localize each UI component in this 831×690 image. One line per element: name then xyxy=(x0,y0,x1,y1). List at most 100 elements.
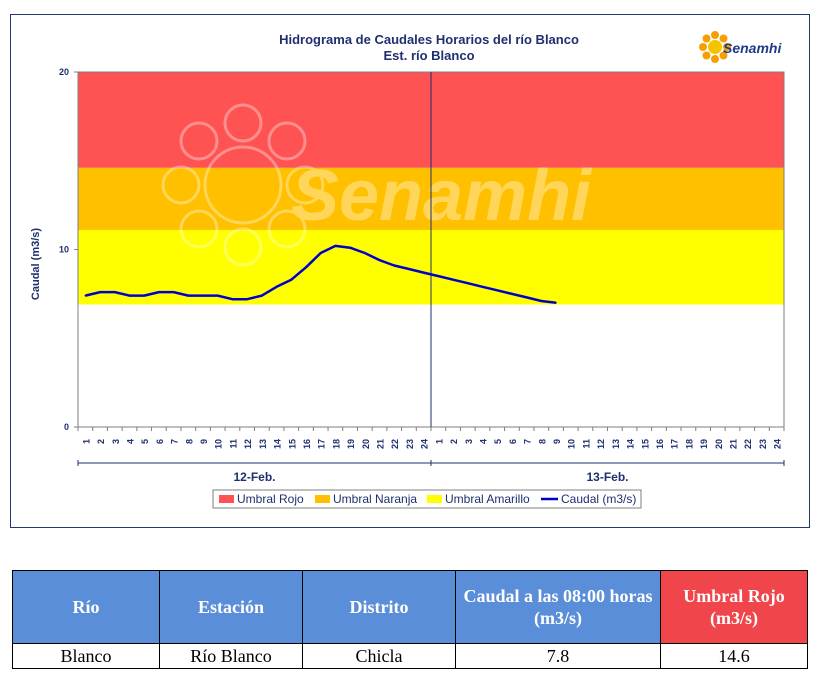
x-tick-label: 10 xyxy=(214,439,224,449)
y-tick-label: 20 xyxy=(59,67,69,77)
chart-subtitle: Est. río Blanco xyxy=(383,48,474,63)
data-point xyxy=(275,285,278,288)
x-tick-label: 17 xyxy=(317,439,327,449)
data-point xyxy=(290,278,293,281)
data-point xyxy=(555,301,557,304)
x-tick-label: 12 xyxy=(596,439,606,449)
x-tick-label: 6 xyxy=(508,439,518,444)
data-point xyxy=(305,266,307,269)
legend-label: Umbral Rojo xyxy=(237,492,304,506)
header-umbral-rojo: Umbral Rojo (m3/s) xyxy=(660,570,808,644)
y-axis-label: Caudal (m3/s) xyxy=(30,228,42,300)
date-axis: 12-Feb. 13-Feb. xyxy=(77,460,785,484)
data-point xyxy=(511,293,513,295)
table-header-row: Río Estación Distrito Caudal a las 08:00… xyxy=(12,570,808,644)
data-point xyxy=(158,291,160,293)
x-tick-label: 13 xyxy=(258,439,268,449)
header-distrito: Distrito xyxy=(302,570,456,644)
x-tick-label: 18 xyxy=(331,439,341,449)
data-point xyxy=(128,294,131,297)
data-point xyxy=(540,300,543,302)
data-point xyxy=(216,294,219,297)
x-tick-label: 1 xyxy=(434,439,444,444)
series-layer xyxy=(84,244,557,305)
date-label: 12-Feb. xyxy=(233,470,275,484)
x-tick-label: 20 xyxy=(714,439,724,449)
x-tick-label: 20 xyxy=(361,439,371,449)
data-point xyxy=(481,285,484,288)
cell-umbral-rojo: 14.6 xyxy=(660,643,808,669)
x-tick-label: 9 xyxy=(552,439,562,444)
x-tick-label: 7 xyxy=(523,439,533,444)
x-tick-label: 7 xyxy=(170,439,180,444)
data-point xyxy=(496,289,498,292)
data-point xyxy=(319,252,322,254)
x-tick-label: 12 xyxy=(243,439,253,449)
x-tick-label: 19 xyxy=(346,439,356,449)
data-point xyxy=(143,294,145,297)
x-tick-label: 3 xyxy=(464,439,474,444)
data-point xyxy=(349,246,351,249)
data-point xyxy=(231,298,234,301)
x-tick-labels: 1 2 3 4 5 6 7 8 9 10 11 12 13 14 15 16 17 18 19 20 21 22 23 24 1… xyxy=(81,439,782,449)
x-tick-label: 23 xyxy=(758,439,768,449)
data-point xyxy=(422,271,425,274)
date-label: 13-Feb. xyxy=(586,470,628,484)
senamhi-watermark: Senamhi xyxy=(161,103,593,267)
x-tick-label: 15 xyxy=(640,439,650,449)
logo-text: Senamhi xyxy=(723,40,782,56)
x-tick-label: 13 xyxy=(611,439,621,449)
data-point xyxy=(408,268,410,270)
chart-frame: Hidrograma de Caudales Horarios del río … xyxy=(10,14,810,528)
x-tick-label: 24 xyxy=(773,439,783,449)
x-tick-label: 2 xyxy=(96,439,106,444)
x-tick-label: 4 xyxy=(478,439,488,444)
sun-icon xyxy=(699,31,731,63)
x-tick-label: 5 xyxy=(493,439,503,444)
x-tick-label: 21 xyxy=(729,439,739,449)
x-tick-label: 21 xyxy=(376,439,386,449)
summary-table: Río Estación Distrito Caudal a las 08:00… xyxy=(12,570,808,669)
data-point xyxy=(525,296,528,299)
x-tick-label: 10 xyxy=(567,439,577,449)
x-tick-label: 24 xyxy=(420,439,430,449)
data-point xyxy=(187,294,190,297)
legend-swatch xyxy=(219,495,234,503)
senamhi-logo: Senamhi xyxy=(699,31,782,63)
x-tick-label: 22 xyxy=(390,439,400,449)
x-tick-label: 14 xyxy=(626,439,636,449)
x-tick-label: 6 xyxy=(155,439,165,444)
y-tick-label: 10 xyxy=(59,245,69,255)
y-tick-label: 0 xyxy=(64,422,69,432)
header-caudal: Caudal a las 08:00 horas (m3/s) xyxy=(455,570,661,644)
table-row: Blanco Río Blanco Chicla 7.8 14.6 xyxy=(12,643,808,669)
data-point xyxy=(113,291,116,293)
cell-estacion: Río Blanco xyxy=(159,643,303,669)
chart-title: Hidrograma de Caudales Horarios del río … xyxy=(279,32,579,47)
data-point xyxy=(261,294,263,297)
x-tick-label: 3 xyxy=(111,439,121,444)
legend-swatch xyxy=(315,495,330,503)
x-tick-label: 11 xyxy=(581,439,591,449)
x-tick-label: 11 xyxy=(228,439,238,449)
legend-label: Umbral Amarillo xyxy=(445,492,530,506)
x-tick-label: 14 xyxy=(273,439,283,449)
data-point xyxy=(84,294,87,297)
x-tick-label: 1 xyxy=(81,439,91,444)
x-tick-label: 18 xyxy=(684,439,694,449)
data-point xyxy=(466,282,469,285)
data-point xyxy=(378,259,381,261)
data-point xyxy=(172,291,175,293)
x-tick-label: 23 xyxy=(405,439,415,449)
header-estacion: Estación xyxy=(159,570,303,644)
x-tick-label: 19 xyxy=(699,439,709,449)
cell-caudal: 7.8 xyxy=(455,643,661,669)
header-rio: Río xyxy=(12,570,160,644)
legend: Umbral Rojo Umbral Naranja Umbral Amarillo… xyxy=(212,489,642,509)
watermark-text: Senamhi xyxy=(291,156,593,236)
x-tick-label: 8 xyxy=(184,439,194,444)
data-point xyxy=(452,278,454,281)
x-tick-label: 17 xyxy=(670,439,680,449)
data-point xyxy=(99,291,101,293)
x-tick-label: 4 xyxy=(125,439,135,444)
